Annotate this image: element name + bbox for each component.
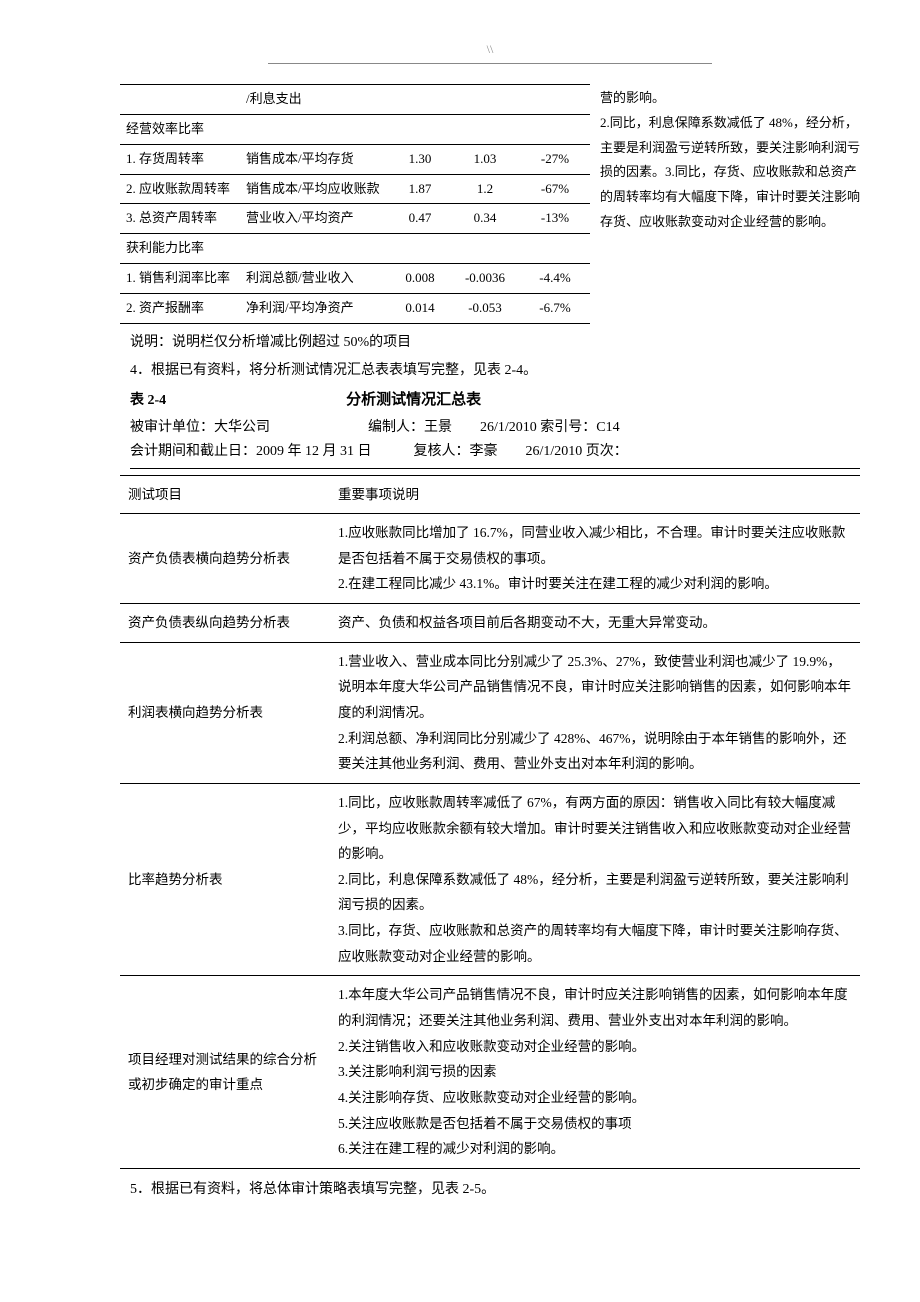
table-title: 分析测试情况汇总表 [346,388,481,412]
table-cell: 1. 存货周转率 [120,144,240,174]
table-cell: 净利润/平均净资产 [240,293,390,323]
table-meta-1: 被审计单位：大华公司 编制人：王景 26/1/2010 索引号：C14 [130,417,860,439]
table-cell: 0.47 [390,204,450,234]
summary-left-cell: 资产负债表横向趋势分析表 [120,514,330,604]
table-row: 2. 应收账款周转率销售成本/平均应收账款1.871.2-67% [120,174,590,204]
table-row: 资产负债表纵向趋势分析表资产、负债和权益各项目前后各期变动不大，无重大异常变动。 [120,604,860,643]
table-cell: 1.2 [450,174,520,204]
table-cell [240,234,390,264]
table-row: 1. 销售利润率比率利润总额/营业收入0.008-0.0036-4.4% [120,263,590,293]
table-cell: 2. 资产报酬率 [120,293,240,323]
table-cell: -67% [520,174,590,204]
summary-right-cell: 1.本年度大华公司产品销售情况不良，审计时应关注影响销售的因素，如何影响本年度的… [330,976,860,1168]
table-cell: 2. 应收账款周转率 [120,174,240,204]
table-cell [450,234,520,264]
table-row: 比率趋势分析表1.同比，应收账款周转率减低了 67%，有两方面的原因：销售收入同… [120,783,860,975]
ratio-table: /利息支出经营效率比率1. 存货周转率销售成本/平均存货1.301.03-27%… [120,84,590,323]
table-cell: /利息支出 [240,85,390,115]
table-cell: 3. 总资产周转率 [120,204,240,234]
ratio-explanation: 说明：说明栏仅分析增减比例超过 50%的项目 [130,332,860,354]
table-cell: 0.34 [450,204,520,234]
summary-table: 测试项目 重要事项说明 资产负债表横向趋势分析表1.应收账款同比增加了 16.7… [120,475,860,1169]
summary-right-cell: 资产、负债和权益各项目前后各期变动不大，无重大异常变动。 [330,604,860,643]
table-cell [520,85,590,115]
table-cell: 0.014 [390,293,450,323]
table-cell: 1.87 [390,174,450,204]
table-row: 2. 资产报酬率净利润/平均净资产0.014-0.053-6.7% [120,293,590,323]
summary-left-cell: 利润表横向趋势分析表 [120,642,330,783]
table-cell: -0.053 [450,293,520,323]
summary-left-cell: 比率趋势分析表 [120,783,330,975]
table-cell: 1.03 [450,144,520,174]
table-cell: -4.4% [520,263,590,293]
table-cell: 营业收入/平均资产 [240,204,390,234]
section-5-intro: 5．根据已有资料，将总体审计策略表填写完整，见表 2-5。 [130,1179,860,1201]
table-cell [520,114,590,144]
table-row: /利息支出 [120,85,590,115]
summary-head-right: 重要事项说明 [330,475,860,514]
section-4-intro: 4．根据已有资料，将分析测试情况汇总表表填写完整，见表 2-4。 [130,360,860,382]
table-cell: 利润总额/营业收入 [240,263,390,293]
table-cell: 0.008 [390,263,450,293]
table-cell: 经营效率比率 [120,114,240,144]
table-row: 利润表横向趋势分析表1.营业收入、营业成本同比分别减少了 25.3%、27%，致… [120,642,860,783]
table-cell [520,234,590,264]
summary-left-cell: 资产负债表纵向趋势分析表 [120,604,330,643]
table-label: 表 2-4 [130,390,166,412]
summary-right-cell: 1.应收账款同比增加了 16.7%，同营业收入减少相比，不合理。审计时要关注应收… [330,514,860,604]
top-section: /利息支出经营效率比率1. 存货周转率销售成本/平均存货1.301.03-27%… [120,84,860,323]
table-cell: 1. 销售利润率比率 [120,263,240,293]
table-meta-2: 会计期间和截止日：2009 年 12 月 31 日 复核人：李豪 26/1/20… [130,441,860,468]
table-cell: 销售成本/平均存货 [240,144,390,174]
summary-head-left: 测试项目 [120,475,330,514]
table-cell: -6.7% [520,293,590,323]
table-cell [390,234,450,264]
table-2-4-header: 表 2-4 分析测试情况汇总表 [130,388,860,412]
table-cell: 销售成本/平均应收账款 [240,174,390,204]
table-cell: 1.30 [390,144,450,174]
table-cell: 获利能力比率 [120,234,240,264]
table-cell [240,114,390,144]
summary-left-cell: 项目经理对测试结果的综合分析或初步确定的审计重点 [120,976,330,1168]
table-row: 经营效率比率 [120,114,590,144]
ratio-side-note: 营的影响。2.同比，利息保障系数减低了 48%，经分析，主要是利润盈亏逆转所致，… [600,84,860,323]
table-cell [390,85,450,115]
table-row: 测试项目 重要事项说明 [120,475,860,514]
table-cell: -13% [520,204,590,234]
table-cell [450,85,520,115]
table-cell: -0.0036 [450,263,520,293]
summary-right-cell: 1.营业收入、营业成本同比分别减少了 25.3%、27%，致使营业利润也减少了 … [330,642,860,783]
table-row: 1. 存货周转率销售成本/平均存货1.301.03-27% [120,144,590,174]
table-cell [450,114,520,144]
table-row: 资产负债表横向趋势分析表1.应收账款同比增加了 16.7%，同营业收入减少相比，… [120,514,860,604]
table-row: 获利能力比率 [120,234,590,264]
table-row: 项目经理对测试结果的综合分析或初步确定的审计重点1.本年度大华公司产品销售情况不… [120,976,860,1168]
summary-right-cell: 1.同比，应收账款周转率减低了 67%，有两方面的原因：销售收入同比有较大幅度减… [330,783,860,975]
table-cell: -27% [520,144,590,174]
table-cell [120,85,240,115]
table-row: 3. 总资产周转率营业收入/平均资产0.470.34-13% [120,204,590,234]
table-cell [390,114,450,144]
page-header-mark: \\ [268,40,712,64]
